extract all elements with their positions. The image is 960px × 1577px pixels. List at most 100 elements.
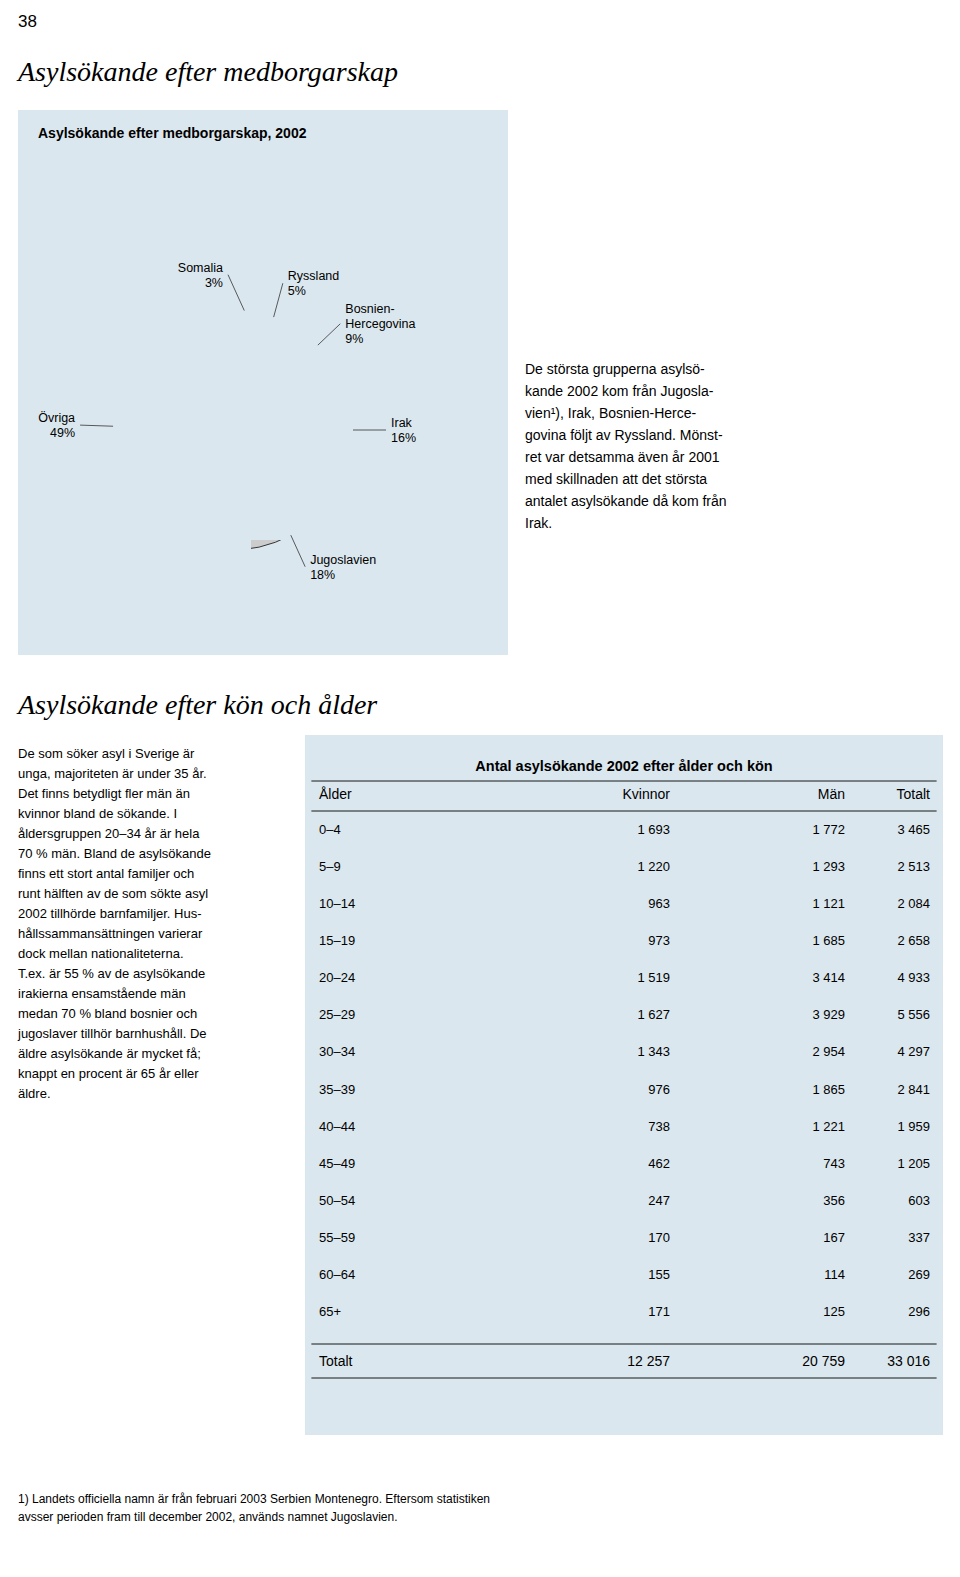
- table: Antal asylsökande 2002 efter ålder och k…: [305, 735, 943, 1435]
- category-label-line: Irak: [391, 416, 413, 430]
- body-text-line: äldre asylsökande är mycket få;: [18, 1046, 201, 1061]
- table-cell: 171: [648, 1304, 670, 1319]
- body-text-line: knappt en procent är 65 år eller: [18, 1066, 199, 1081]
- table-cell: 296: [908, 1304, 930, 1319]
- page: 38Asylsökande efter medborgarskapAsylsök…: [0, 0, 960, 1577]
- body-text: De största grupperna asylsö-kande 2002 k…: [525, 361, 727, 531]
- body-text-line: åldersgruppen 20–34 år är hela: [18, 826, 200, 841]
- body-text-line: jugoslaver tillhör barnhushåll. De: [17, 1026, 207, 1041]
- body-text-line: dock mellan nationaliteterna.: [18, 946, 184, 961]
- category-label: Övriga: [38, 411, 75, 425]
- table-cell: 1 293: [812, 859, 845, 874]
- table-cell: 1 121: [812, 896, 845, 911]
- table-title: Antal asylsökande 2002 efter ålder och k…: [475, 758, 772, 774]
- table-cell: 1 519: [637, 970, 670, 985]
- table-cell: 337: [908, 1230, 930, 1245]
- chart-background: [18, 110, 508, 655]
- body-text-line: govina följt av Ryssland. Mönst-: [525, 427, 723, 443]
- table-cell: 60–64: [319, 1267, 355, 1282]
- table-cell: 1 221: [812, 1119, 845, 1134]
- table-rule: [311, 1344, 936, 1345]
- table-cell: 4 297: [897, 1044, 930, 1059]
- table-total: 20 759: [802, 1353, 845, 1369]
- table-cell: 2 513: [897, 859, 930, 874]
- value-label: 3%: [205, 276, 223, 290]
- category-label-line: Jugoslavien: [310, 553, 376, 567]
- table-cell: 743: [823, 1156, 845, 1171]
- table-cell: 3 414: [812, 970, 845, 985]
- table-cell: 356: [823, 1193, 845, 1208]
- footnote-line: avsser perioden fram till december 2002,…: [18, 1510, 398, 1524]
- table-cell: 1 959: [897, 1119, 930, 1134]
- category-label-line: Övriga: [38, 411, 75, 425]
- body-text-line: Det finns betydligt fler män än: [18, 786, 190, 801]
- leader-line: [291, 535, 305, 567]
- value-label: 5%: [288, 284, 306, 298]
- category-label-line: Ryssland: [288, 269, 339, 283]
- body-text-line: finns ett stort antal familjer och: [18, 866, 194, 881]
- table-cell: 738: [648, 1119, 670, 1134]
- category-label-line: Hercegovina: [345, 317, 415, 331]
- section-heading: Asylsökande efter medborgarskap: [16, 56, 398, 87]
- table-cell: 4 933: [897, 970, 930, 985]
- value-label: 9%: [345, 332, 363, 346]
- table-cell: 40–44: [319, 1119, 355, 1134]
- body-text-line: ret var detsamma även år 2001: [525, 449, 720, 465]
- table-cell: 1 865: [812, 1082, 845, 1097]
- table-cell: 5 556: [897, 1007, 930, 1022]
- body-text-line: vien¹), Irak, Bosnien-Herce-: [525, 405, 697, 421]
- table-cell: 3 929: [812, 1007, 845, 1022]
- table-cell: 25–29: [319, 1007, 355, 1022]
- category-label: Jugoslavien: [310, 553, 376, 567]
- table-total: Totalt: [319, 1353, 353, 1369]
- table-cell: 30–34: [319, 1044, 355, 1059]
- body-text-line: 2002 tillhörde barnfamiljer. Hus-: [18, 906, 202, 921]
- category-label-line: Bosnien-: [345, 302, 394, 316]
- table-cell: 1 205: [897, 1156, 930, 1171]
- table-rule: [311, 811, 936, 812]
- table-cell: 170: [648, 1230, 670, 1245]
- table-cell: 125: [823, 1304, 845, 1319]
- table-cell: 1 220: [637, 859, 670, 874]
- leader-line: [353, 430, 386, 431]
- body-text-line: med skillnaden att det största: [525, 471, 707, 487]
- table-cell: 2 658: [897, 933, 930, 948]
- leader-line: [228, 275, 244, 311]
- table-cell: 50–54: [319, 1193, 355, 1208]
- table-cell: 1 343: [637, 1044, 670, 1059]
- body-text-line: De största grupperna asylsö-: [525, 361, 705, 377]
- table-cell: 55–59: [319, 1230, 355, 1245]
- body-text-line: äldre.: [18, 1086, 51, 1101]
- table-cell: 114: [824, 1267, 845, 1282]
- table-cell: 1 693: [637, 822, 670, 837]
- pie-slices: [251, 540, 353, 550]
- body-text-line: De som söker asyl i Sverige är: [18, 746, 195, 761]
- value-label: 16%: [391, 431, 416, 445]
- leader-line: [274, 283, 283, 317]
- leader-line: [80, 425, 113, 426]
- table-cell: 15–19: [319, 933, 355, 948]
- footnote: 1) Landets officiella namn är från febru…: [18, 1492, 490, 1524]
- category-label: Bosnien-Hercegovina: [345, 302, 415, 331]
- pie-slice: [251, 540, 338, 550]
- table-header: Totalt: [897, 786, 931, 802]
- table-cell: 462: [648, 1156, 670, 1171]
- body-text-line: medan 70 % bland bosnier och: [18, 1006, 197, 1021]
- table-header: Kvinnor: [623, 786, 671, 802]
- body-text-line: kvinnor bland de sökande. I: [18, 806, 177, 821]
- table-cell: 269: [908, 1267, 930, 1282]
- table-cell: 1 772: [812, 822, 845, 837]
- section-heading: Asylsökande efter kön och ålder: [16, 689, 377, 720]
- chart-title: Asylsökande efter medborgarskap, 2002: [38, 125, 307, 141]
- body-text-line: Irak.: [525, 515, 552, 531]
- table-cell: 2 841: [897, 1082, 930, 1097]
- value-label: 49%: [50, 426, 75, 440]
- table-cell: 45–49: [319, 1156, 355, 1171]
- table-background: [305, 735, 943, 1435]
- body-text-line: T.ex. är 55 % av de asylsökande: [18, 966, 205, 981]
- table-header: Män: [818, 786, 845, 802]
- category-label: Ryssland: [288, 269, 339, 283]
- body-text: De som söker asyl i Sverige ärunga, majo…: [17, 746, 211, 1101]
- table-cell: 247: [648, 1193, 670, 1208]
- table-cell: 167: [823, 1230, 845, 1245]
